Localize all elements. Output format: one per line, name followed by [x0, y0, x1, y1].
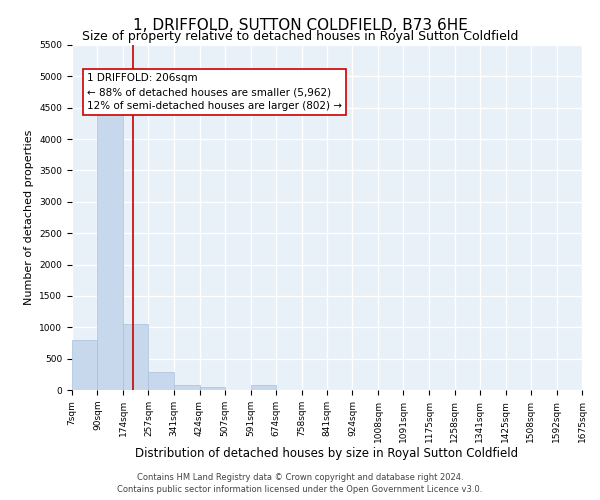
Bar: [97, 111, 123, 390]
Y-axis label: Number of detached properties: Number of detached properties: [24, 130, 34, 305]
Bar: [199, 387, 225, 390]
Bar: [148, 372, 174, 390]
X-axis label: Distribution of detached houses by size in Royal Sutton Coldfield: Distribution of detached houses by size …: [136, 448, 518, 460]
Bar: [251, 385, 276, 390]
Bar: [72, 340, 97, 390]
Bar: [123, 324, 148, 390]
Text: Size of property relative to detached houses in Royal Sutton Coldfield: Size of property relative to detached ho…: [82, 30, 518, 43]
Bar: [174, 385, 199, 390]
Text: 1 DRIFFOLD: 206sqm
← 88% of detached houses are smaller (5,962)
12% of semi-deta: 1 DRIFFOLD: 206sqm ← 88% of detached hou…: [86, 73, 341, 111]
Text: 1, DRIFFOLD, SUTTON COLDFIELD, B73 6HE: 1, DRIFFOLD, SUTTON COLDFIELD, B73 6HE: [133, 18, 467, 32]
Text: Contains HM Land Registry data © Crown copyright and database right 2024.
Contai: Contains HM Land Registry data © Crown c…: [118, 473, 482, 494]
